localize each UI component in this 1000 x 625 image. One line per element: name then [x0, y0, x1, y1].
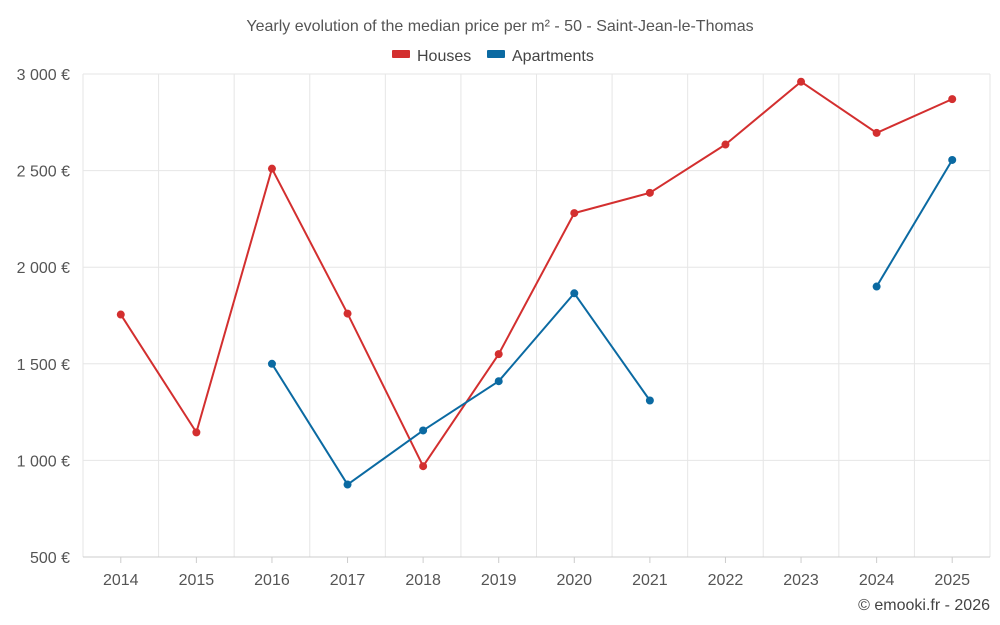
y-axis: 500 € 1 000 € 1 500 € 2 000 € 2 500 € 3 000 € — [17, 67, 70, 567]
data-point-apartments-2024[interactable] — [872, 282, 881, 291]
x-tick-label: 2020 — [556, 572, 592, 589]
x-tick-label: 2022 — [708, 572, 744, 589]
series-line-apartments — [875, 159, 954, 288]
data-point-houses-2023[interactable] — [797, 77, 806, 86]
x-tick-label: 2021 — [632, 572, 668, 589]
data-point-houses-2022[interactable] — [721, 140, 730, 149]
x-tick-label: 2019 — [481, 572, 517, 589]
y-tick-label: 500 € — [30, 550, 70, 567]
x-tick-label: 2017 — [330, 572, 366, 589]
data-point-apartments-2025[interactable] — [948, 155, 957, 164]
series — [116, 77, 957, 489]
data-point-houses-2020[interactable] — [570, 209, 579, 218]
chart-title: Yearly evolution of the median price per… — [246, 18, 753, 35]
legend-swatch-apartments — [487, 50, 505, 58]
series-houses — [116, 77, 957, 471]
data-point-houses-2021[interactable] — [645, 188, 654, 197]
x-axis: 2014 2015 2016 2017 2018 2019 2020 2021 2022 2023… — [83, 556, 990, 589]
data-point-houses-2017[interactable] — [343, 309, 352, 318]
data-point-houses-2019[interactable] — [494, 350, 503, 359]
data-point-apartments-2020[interactable] — [570, 289, 579, 298]
data-point-houses-2016[interactable] — [267, 164, 276, 173]
data-point-houses-2025[interactable] — [948, 95, 957, 104]
data-point-apartments-2018[interactable] — [419, 426, 428, 435]
y-tick-label: 2 500 € — [17, 164, 70, 181]
data-point-apartments-2017[interactable] — [343, 480, 352, 489]
credit-text: © emooki.fr - 2026 — [858, 597, 990, 614]
x-tick-label: 2014 — [103, 572, 139, 589]
data-point-houses-2024[interactable] — [872, 128, 881, 137]
x-tick-label: 2016 — [254, 572, 290, 589]
y-tick-label: 2 000 € — [17, 260, 70, 277]
data-point-houses-2014[interactable] — [116, 310, 125, 319]
data-point-apartments-2021[interactable] — [645, 396, 654, 405]
data-point-houses-2015[interactable] — [192, 428, 201, 437]
y-tick-label: 1 500 € — [17, 357, 70, 374]
x-tick-label: 2025 — [934, 572, 970, 589]
legend-label-apartments[interactable]: Apartments — [512, 48, 594, 65]
grid — [82, 73, 991, 558]
series-line-apartments — [271, 292, 651, 486]
series-apartments — [267, 155, 957, 489]
legend-label-houses[interactable]: Houses — [417, 48, 471, 65]
x-tick-label: 2018 — [405, 572, 441, 589]
legend: Houses Apartments — [392, 48, 594, 65]
data-point-houses-2018[interactable] — [419, 462, 428, 471]
data-point-apartments-2016[interactable] — [267, 359, 276, 368]
x-tick-label: 2023 — [783, 572, 819, 589]
y-tick-label: 3 000 € — [17, 67, 70, 84]
legend-swatch-houses — [392, 50, 410, 58]
x-tick-label: 2024 — [859, 572, 895, 589]
series-line-houses — [119, 80, 953, 468]
x-tick-label: 2015 — [179, 572, 215, 589]
y-tick-label: 1 000 € — [17, 453, 70, 470]
data-point-apartments-2019[interactable] — [494, 377, 503, 386]
